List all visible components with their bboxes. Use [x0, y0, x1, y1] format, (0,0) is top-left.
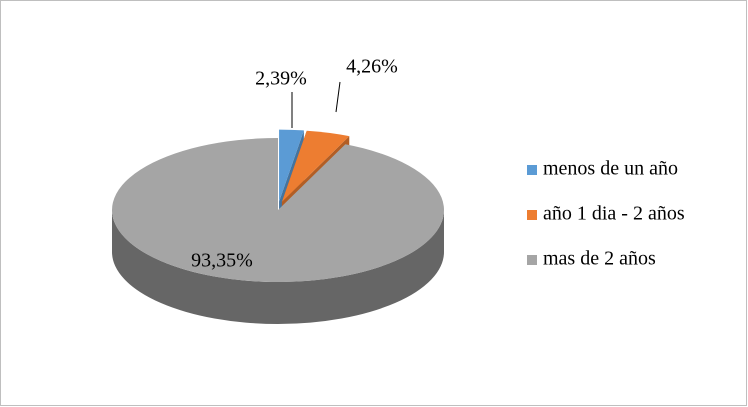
legend-label: mas de 2 años [543, 248, 656, 270]
data-label: 2,39% [255, 68, 307, 90]
legend-label: año 1 dia - 2 años [543, 203, 685, 225]
pie-slice [111, 138, 444, 282]
leader-line [335, 81, 341, 113]
pie-side [112, 210, 444, 324]
legend-swatch [527, 165, 537, 175]
data-label: 93,35% [191, 250, 253, 272]
pie-slice [281, 130, 350, 202]
data-label: 4,26% [346, 56, 398, 78]
pie-slice [279, 129, 304, 202]
legend-label: menos de un año [543, 158, 678, 180]
legend-swatch [527, 255, 537, 265]
legend-swatch [527, 210, 537, 220]
